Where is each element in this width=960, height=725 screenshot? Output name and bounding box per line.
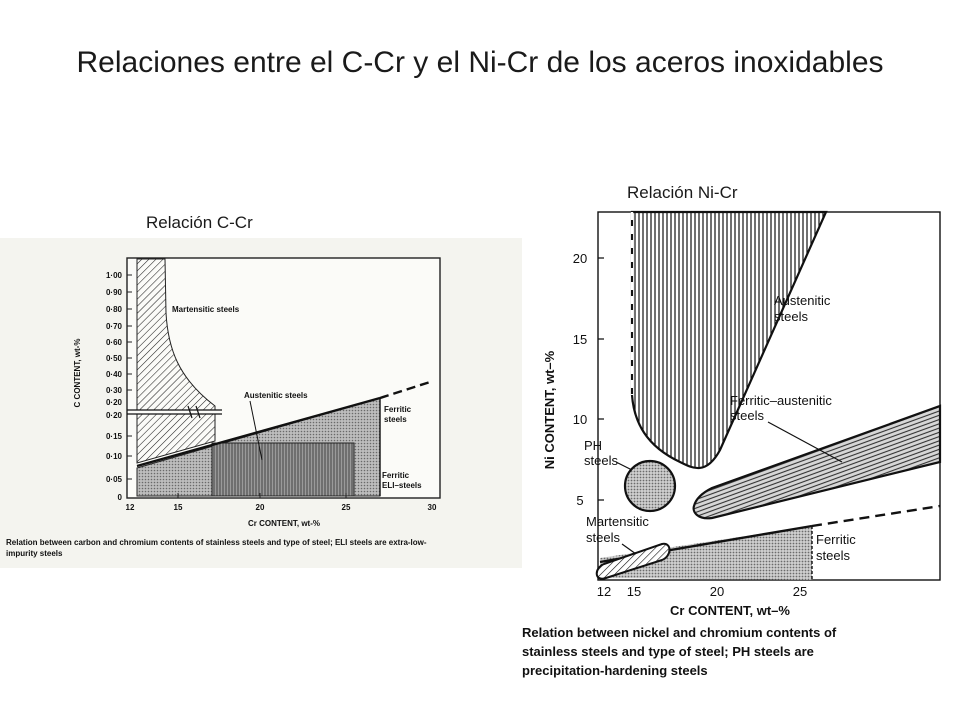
label-ferritic-2: steels <box>384 415 407 424</box>
label-ferritic-eli-1: Ferritic <box>382 471 410 480</box>
x-tick: 20 <box>710 584 724 599</box>
label-martensitic-1: Martensitic <box>586 514 649 529</box>
ni-cr-figure-caption-3: precipitation-hardening steels <box>522 663 708 678</box>
ferritic-austenitic-region <box>692 404 942 520</box>
ph-steels-region <box>623 459 677 513</box>
ferritic-eli-region <box>211 442 355 497</box>
ni-cr-x-ticks: 12 15 20 25 <box>597 584 807 599</box>
ph-leader <box>615 461 633 471</box>
y-tick: 0 <box>118 493 123 502</box>
martensitic-region <box>595 542 671 580</box>
label-austenitic-1: Austenitic <box>774 293 831 308</box>
y-tick: 10 <box>573 412 587 427</box>
label-ferritic-1: Ferritic <box>816 532 856 547</box>
austenitic-leader <box>249 400 263 461</box>
ferritic-austenitic-leader <box>767 421 843 463</box>
y-tick: 0·05 <box>106 475 123 484</box>
y-tick: 0·40 <box>106 370 123 379</box>
martensitic-region-upper <box>136 258 216 411</box>
caption-ni-cr: Relación Ni-Cr <box>627 183 738 202</box>
ni-cr-diagram: 20 15 10 5 Ni CONTENT, wt–% 12 15 20 25 … <box>522 210 942 678</box>
label-martensitic-2: steels <box>586 530 620 545</box>
y-tick: 0·30 <box>106 386 123 395</box>
axis-break-mark <box>187 405 201 419</box>
y-tick: 5 <box>576 493 583 508</box>
label-ph-1: PH <box>584 438 602 453</box>
austenitic-region <box>630 210 828 470</box>
ni-cr-y-axis-label: Ni CONTENT, wt–% <box>542 350 557 469</box>
x-tick: 25 <box>793 584 807 599</box>
label-ferritic-austenitic-2: steels <box>730 408 764 423</box>
y-tick: 0·90 <box>106 288 123 297</box>
ni-cr-y-ticks: 20 15 10 5 <box>573 251 587 508</box>
label-martensitic: Martensitic steels <box>172 305 240 314</box>
boundary-line-dashed <box>379 380 431 400</box>
y-tick-marks <box>598 257 604 501</box>
label-ferritic-eli-2: ELI–steels <box>382 481 422 490</box>
y-tick: 15 <box>573 332 587 347</box>
slide-title: Relaciones entre el C-Cr y el Ni-Cr de l… <box>76 46 884 79</box>
label-austenitic: Austenitic steels <box>244 391 308 400</box>
c-cr-figure-caption-2: impurity steels <box>6 549 63 558</box>
ferritic-boundary-dashed <box>811 504 941 528</box>
label-austenitic-2: steels <box>774 309 808 324</box>
label-ph-2: steels <box>584 453 618 468</box>
ni-cr-x-axis-label: Cr CONTENT, wt–% <box>670 603 790 618</box>
y-tick: 0·20 <box>106 411 123 420</box>
label-ferritic-1: Ferritic <box>384 405 412 414</box>
c-cr-y-axis-label: C CONTENT, wt-% <box>73 339 82 408</box>
ni-cr-figure-caption-2: stainless steels and type of steel; PH s… <box>522 644 814 659</box>
ferritic-region <box>600 526 812 580</box>
c-cr-x-ticks: 12 15 20 25 30 <box>126 503 437 512</box>
x-tick: 25 <box>342 503 351 512</box>
c-cr-diagram: 1·00 0·90 0·80 0·70 0·60 0·50 0·40 0·30 … <box>6 257 441 558</box>
y-tick: 0·10 <box>106 452 123 461</box>
x-tick: 12 <box>126 503 135 512</box>
caption-c-cr: Relación C-Cr <box>146 213 253 232</box>
c-cr-y-ticks-upper: 1·00 0·90 0·80 0·70 0·60 0·50 0·40 0·30 … <box>106 271 123 407</box>
c-cr-y-ticks-lower: 0·20 0·15 0·10 0·05 0 <box>106 411 123 502</box>
x-tick: 12 <box>597 584 611 599</box>
x-tick: 20 <box>256 503 265 512</box>
y-tick: 0·80 <box>106 305 123 314</box>
y-tick: 0·70 <box>106 322 123 331</box>
label-ferritic-2: steels <box>816 548 850 563</box>
y-tick: 0·20 <box>106 398 123 407</box>
boundary-line <box>136 396 381 468</box>
martensitic-leader <box>621 543 637 555</box>
x-tick: 15 <box>174 503 183 512</box>
c-cr-diagram-panel: 1·00 0·90 0·80 0·70 0·60 0·50 0·40 0·30 … <box>0 238 522 568</box>
c-cr-x-axis-label: Cr CONTENT, wt-% <box>248 519 320 528</box>
x-tick: 15 <box>627 584 641 599</box>
y-tick: 20 <box>573 251 587 266</box>
ni-cr-figure-caption-1: Relation between nickel and chromium con… <box>522 625 837 640</box>
y-tick: 0·50 <box>106 354 123 363</box>
ni-cr-diagram-panel: 20 15 10 5 Ni CONTENT, wt–% 12 15 20 25 … <box>522 200 960 720</box>
x-tick-marks <box>177 493 347 498</box>
x-tick: 30 <box>428 503 437 512</box>
label-ferritic-austenitic-1: Ferritic–austenitic <box>730 393 832 408</box>
c-cr-figure-caption-1: Relation between carbon and chromium con… <box>6 538 427 547</box>
y-tick: 0·15 <box>106 432 123 441</box>
y-tick: 0·60 <box>106 338 123 347</box>
y-tick: 1·00 <box>106 271 123 280</box>
y-tick-marks <box>127 274 132 480</box>
